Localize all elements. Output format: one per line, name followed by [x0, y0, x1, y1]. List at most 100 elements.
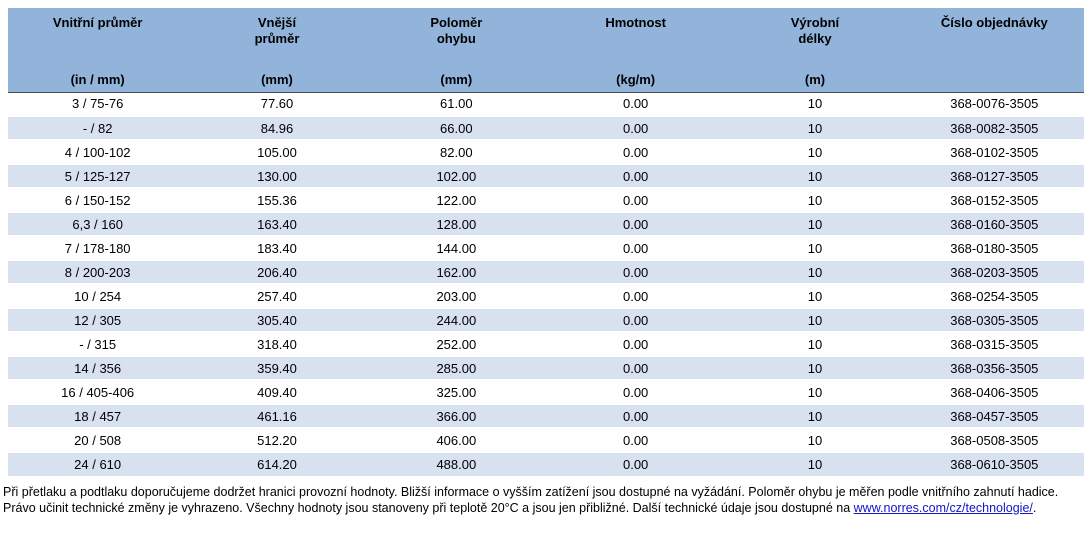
table-cell: 24 / 610: [8, 451, 188, 476]
footnote: Při přetlaku a podtlaku doporučujeme dod…: [3, 485, 1088, 516]
table-row: 24 / 610 614.20 488.00 0.00 10 368-0610-3505: [8, 451, 1084, 476]
table-row: 12 / 305 305.40 244.00 0.00 10 368-0305-3505: [8, 307, 1084, 332]
table-row: - / 315 318.40 252.00 0.00 10 368-0315-3505: [8, 331, 1084, 356]
table-cell: 368-0508-3505: [904, 427, 1084, 452]
table-cell: 257.40: [187, 283, 367, 308]
table-cell: 368-0076-3505: [950, 96, 1039, 112]
table-cell: 368-0610-3505: [904, 451, 1084, 476]
table-cell: 0.00: [545, 259, 726, 284]
table-row: 16 / 405-406 409.40 325.00 0.00 10 368-0406-3…: [8, 379, 1084, 404]
table-row: 18 / 457 461.16 366.00 0.00 10 368-0457-3505: [8, 403, 1084, 428]
table-cell: 130.00: [187, 163, 367, 188]
table-cell: 6,3 / 160: [8, 211, 188, 236]
table-cell: 10: [725, 427, 905, 452]
table-cell: 3 / 75-76: [72, 96, 124, 112]
table-cell: 105.00: [187, 139, 367, 164]
table-header: Vnitřní průměr (in / mm) Vnější průměr (mm)…: [8, 8, 1084, 93]
header-row: Vnitřní průměr (in / mm) Vnější průměr (mm)…: [8, 8, 1084, 93]
table-cell: 10 / 254: [8, 283, 188, 308]
table-cell: 0.00: [545, 355, 726, 380]
table-cell: 0.00: [545, 403, 726, 428]
table-cell: 122.00: [366, 187, 546, 212]
table-cell: 252.00: [366, 331, 546, 356]
product-spec-table: Vnitřní průměr (in / mm) Vnější průměr (mm)…: [8, 8, 1084, 476]
table-cell: 0.00: [545, 235, 726, 260]
table-cell: 102.00: [366, 163, 546, 188]
table-cell: 10: [725, 307, 905, 332]
table-cell: 144.00: [366, 235, 546, 260]
table-cell: 614.20: [187, 451, 367, 476]
table-row: 14 / 356 359.40 285.00 0.00 10 368-0356-3505: [8, 355, 1084, 380]
table-cell: 0.00: [545, 211, 726, 236]
table-cell: 162.00: [366, 259, 546, 284]
table-cell: 183.40: [187, 235, 367, 260]
table-row: 10 / 254 257.40 203.00 0.00 10 368-0254-3505: [8, 283, 1084, 308]
table-cell: 0.00: [545, 187, 726, 212]
table-cell: 368-0457-3505: [904, 403, 1084, 428]
table-cell: 368-0254-3505: [904, 283, 1084, 308]
table-cell: 244.00: [366, 307, 546, 332]
table-cell: 4 / 100-102: [8, 139, 188, 164]
column-header: Vnitřní průměr (in / mm): [8, 8, 188, 93]
table-cell: 128.00: [366, 211, 546, 236]
table-cell: 10: [725, 451, 905, 476]
table-cell: 66.00: [366, 115, 546, 140]
column-label: Poloměr ohybu: [430, 15, 483, 47]
table-cell: 0.00: [545, 283, 726, 308]
table-cell: 368-0152-3505: [904, 187, 1084, 212]
column-header: Hmotnost (kg/m): [545, 8, 726, 93]
table-cell: 77.60: [260, 96, 294, 112]
column-unit: (kg/m): [616, 71, 656, 87]
table-cell: 10: [725, 139, 905, 164]
table-cell: 0.00: [545, 427, 726, 452]
column-unit: (m): [804, 71, 826, 87]
table-cell: 10: [725, 355, 905, 380]
column-label: Vnější průměr: [254, 15, 300, 47]
table-cell: 10: [725, 259, 905, 284]
table-cell: 10: [725, 283, 905, 308]
table-cell: 512.20: [187, 427, 367, 452]
table-cell: 10: [807, 96, 823, 112]
table-row: 8 / 200-203 206.40 162.00 0.00 10 368-0203-35…: [8, 259, 1084, 284]
table-cell: 368-0160-3505: [904, 211, 1084, 236]
table-cell: 10: [725, 379, 905, 404]
column-header: Vnější průměr (mm): [187, 8, 367, 93]
footnote-text: Při přetlaku a podtlaku doporučujeme dod…: [3, 485, 1059, 515]
table-cell: - / 82: [8, 115, 188, 140]
column-label: Číslo objednávky: [940, 15, 1048, 30]
table-cell: 16 / 405-406: [8, 379, 188, 404]
footnote-link[interactable]: www.norres.com/cz/technologie/: [853, 500, 1033, 515]
table-row: 7 / 178-180 183.40 144.00 0.00 10 368-0180-35…: [8, 235, 1084, 260]
table-cell: 285.00: [366, 355, 546, 380]
table-cell: 0.00: [545, 115, 726, 140]
table-cell: 409.40: [187, 379, 367, 404]
table-cell: 488.00: [366, 451, 546, 476]
table-cell: 20 / 508: [8, 427, 188, 452]
column-label: Hmotnost: [605, 15, 666, 30]
table-cell: 325.00: [366, 379, 546, 404]
table-body: 3 / 75-76 77.60 61.00 0.00 10 368-0076-3505- …: [8, 92, 1084, 476]
column-unit: (in / mm): [70, 71, 125, 87]
table-cell: 6 / 150-152: [8, 187, 188, 212]
table-cell: 206.40: [187, 259, 367, 284]
table-cell: 203.00: [366, 283, 546, 308]
table-cell: 305.40: [187, 307, 367, 332]
table-cell: 82.00: [366, 139, 546, 164]
table-cell: - / 315: [8, 331, 188, 356]
table-row: 20 / 508 512.20 406.00 0.00 10 368-0508-3505: [8, 427, 1084, 452]
table-cell: 368-0356-3505: [904, 355, 1084, 380]
column-label: Výrobní délky: [790, 15, 840, 47]
table-cell: 14 / 356: [8, 355, 188, 380]
table-cell: 7 / 178-180: [8, 235, 188, 260]
table-cell: 163.40: [187, 211, 367, 236]
table-cell: 406.00: [366, 427, 546, 452]
table-cell: 12 / 305: [8, 307, 188, 332]
table-cell: 461.16: [187, 403, 367, 428]
table-row: 6 / 150-152 155.36 122.00 0.00 10 368-0152-35…: [8, 187, 1084, 212]
table-cell: 8 / 200-203: [8, 259, 188, 284]
table-cell: 368-0127-3505: [904, 163, 1084, 188]
table-row: 3 / 75-76 77.60 61.00 0.00 10 368-0076-3505: [8, 92, 1084, 116]
table-cell: 10: [725, 187, 905, 212]
table-cell: 10: [725, 211, 905, 236]
